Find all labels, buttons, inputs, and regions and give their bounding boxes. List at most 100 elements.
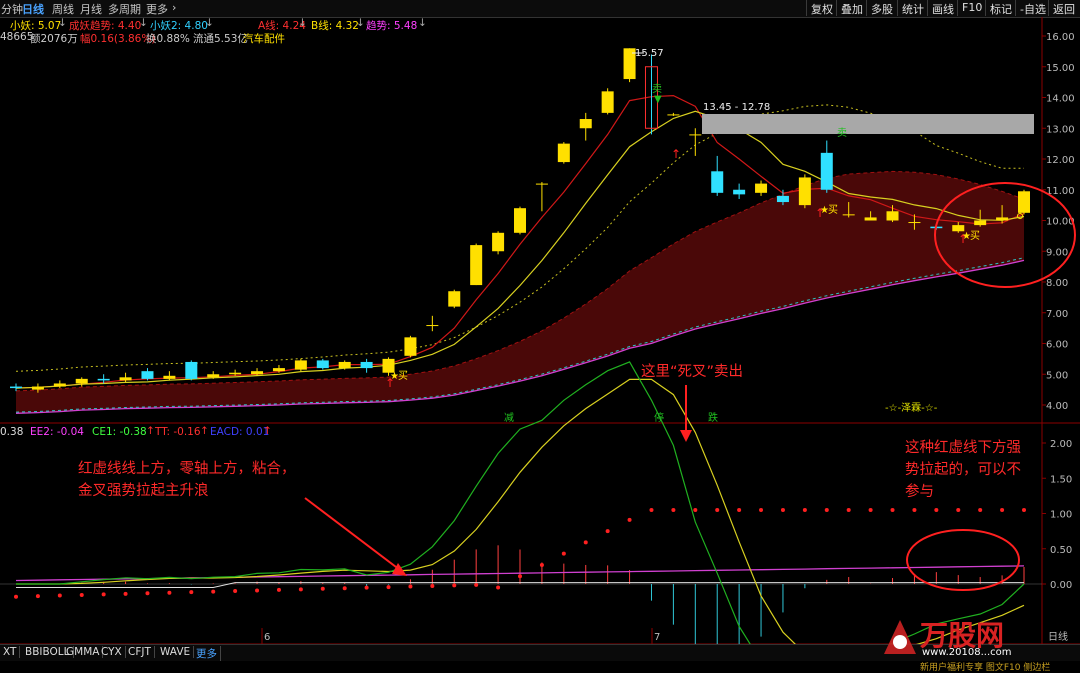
button-remove-watchlist[interactable]: -自选 xyxy=(1015,0,1050,16)
tab-more[interactable]: 更多 xyxy=(146,3,168,16)
annotation-arrow-head-2 xyxy=(392,563,407,576)
button-multi-stock[interactable]: 多股 xyxy=(866,0,897,16)
price-tick-label: 13.00 xyxy=(1046,124,1075,135)
button-adjust-rights[interactable]: 复权 xyxy=(806,0,837,16)
candle-body xyxy=(996,217,1009,221)
price-tick-label: 15.00 xyxy=(1046,63,1075,74)
price-axis: 16.00 15.00 14.00 13.00 12.00 11.00 10.00 9.00 8… xyxy=(1042,32,1075,412)
tab-xt[interactable]: XT xyxy=(0,646,21,658)
chevron-right-icon[interactable]: › xyxy=(172,1,177,14)
candle-body xyxy=(272,368,285,372)
price-tick-label: 16.00 xyxy=(1046,32,1075,43)
candle-body xyxy=(601,91,614,113)
legend-qushi: 趋势: 5.48 xyxy=(366,20,418,32)
arrow-down-icon: ↓ xyxy=(298,17,307,29)
red-dot xyxy=(824,507,829,512)
candle-body xyxy=(382,358,395,373)
tab-cfjt[interactable]: CFJT xyxy=(125,646,155,658)
axis-label-daily: 日线 xyxy=(1048,630,1068,643)
indicator-tabs: XT BBIBOLL GMMA CYX CFJT WAVE 更多 xyxy=(0,644,1080,661)
candle-body xyxy=(316,360,329,369)
annotation-arrow-line-2 xyxy=(304,497,401,571)
candle-body xyxy=(798,177,811,206)
buy-label: 买 xyxy=(398,370,408,382)
cyan-dashed-line xyxy=(15,257,1025,413)
candle-body xyxy=(492,232,505,252)
stock-chart[interactable]: 16.00 15.00 14.00 13.00 12.00 11.00 10.00 9.00 8… xyxy=(0,17,1080,644)
candle-body xyxy=(952,225,965,232)
candle-body xyxy=(623,48,636,80)
candle-body xyxy=(711,171,724,193)
tab-more-indicators[interactable]: 更多 xyxy=(193,646,221,661)
price-tick-label: 7.00 xyxy=(1046,309,1068,320)
yellow-dotted-line xyxy=(15,104,1025,372)
red-dot xyxy=(934,507,939,512)
red-dot xyxy=(890,507,895,512)
star-icon: ★ xyxy=(820,205,829,216)
tab-cyx[interactable]: CYX xyxy=(98,646,126,658)
button-draw-line[interactable]: 画线 xyxy=(927,0,958,16)
red-dot xyxy=(255,588,260,593)
red-dot xyxy=(123,591,128,596)
red-dot xyxy=(364,585,369,590)
tab-wave[interactable]: WAVE xyxy=(157,646,195,658)
button-mark[interactable]: 标记 xyxy=(985,0,1016,16)
red-dot xyxy=(693,507,698,512)
arrow-down-icon: ↓ xyxy=(139,17,148,29)
tab-bbiboll[interactable]: BBIBOLL xyxy=(22,646,74,658)
candle-body xyxy=(820,152,833,190)
red-dot xyxy=(167,590,172,595)
candle-body xyxy=(426,325,439,327)
highlight-ellipse-top xyxy=(934,182,1076,288)
tab-minute[interactable]: 分钟 xyxy=(1,3,23,16)
candle-body xyxy=(514,208,526,233)
candle-body xyxy=(119,377,132,381)
candle-body xyxy=(294,360,307,370)
arrow-up-icon: ↑ xyxy=(200,425,209,437)
red-dot xyxy=(189,590,194,595)
tab-daily[interactable]: 日线 xyxy=(22,3,44,16)
candle-body xyxy=(338,361,351,369)
tab-monthly[interactable]: 月线 xyxy=(80,3,102,16)
osc-tick-label: 0.50 xyxy=(1050,545,1072,556)
price-tick-label: 11.00 xyxy=(1046,186,1075,197)
button-statistics[interactable]: 统计 xyxy=(897,0,928,16)
candle-body xyxy=(360,361,373,369)
star-icon: ★ xyxy=(390,371,399,382)
button-f10[interactable]: F10 xyxy=(957,0,986,16)
tab-weekly[interactable]: 周线 xyxy=(52,3,74,16)
button-overlay[interactable]: 叠加 xyxy=(836,0,867,16)
red-dots xyxy=(14,507,1026,599)
candle-body xyxy=(97,378,110,381)
gap-range-label: 13.45 - 12.78 xyxy=(703,102,770,113)
button-back[interactable]: 返回 xyxy=(1048,0,1079,16)
candle-body xyxy=(141,371,154,379)
tab-multi-period[interactable]: 多周期 xyxy=(108,3,141,16)
watermark-zelin: -☆-泽霖-☆- xyxy=(885,402,938,414)
arrow-up-icon: ↑ xyxy=(146,425,155,437)
brand-logo-icon xyxy=(884,620,916,654)
arrow-down-icon: ↓ xyxy=(205,17,214,29)
brand-name: 万股网 xyxy=(920,619,1005,652)
arrow-down-icon: ↓ xyxy=(356,17,365,29)
buy-label-3: 买 xyxy=(970,230,980,242)
candle-body xyxy=(448,291,461,307)
red-dot xyxy=(627,517,632,522)
candle-body xyxy=(10,386,22,389)
brand-watermark: 万股网 www.20108...com 新用户福利专享 图文F10 侧边栏 xyxy=(880,610,1050,673)
tab-gmma[interactable]: GMMA xyxy=(63,646,104,658)
arrow-up-icon: ↑ xyxy=(671,147,681,161)
candle-body xyxy=(53,383,66,387)
candles-group xyxy=(10,48,1030,393)
red-dot xyxy=(408,584,413,589)
sell-label-2: 卖 xyxy=(837,127,847,139)
red-dot xyxy=(605,529,610,534)
red-dot xyxy=(145,591,150,596)
legend-eacd: EACD: 0.01 xyxy=(210,426,270,438)
candle-body xyxy=(557,143,570,163)
candle-body xyxy=(75,378,88,384)
brand-url: www.20108...com xyxy=(922,647,1012,658)
legend-xiaoyao: 小妖: 5.07 xyxy=(10,20,62,32)
red-dot xyxy=(539,562,544,567)
red-dot xyxy=(101,592,106,597)
